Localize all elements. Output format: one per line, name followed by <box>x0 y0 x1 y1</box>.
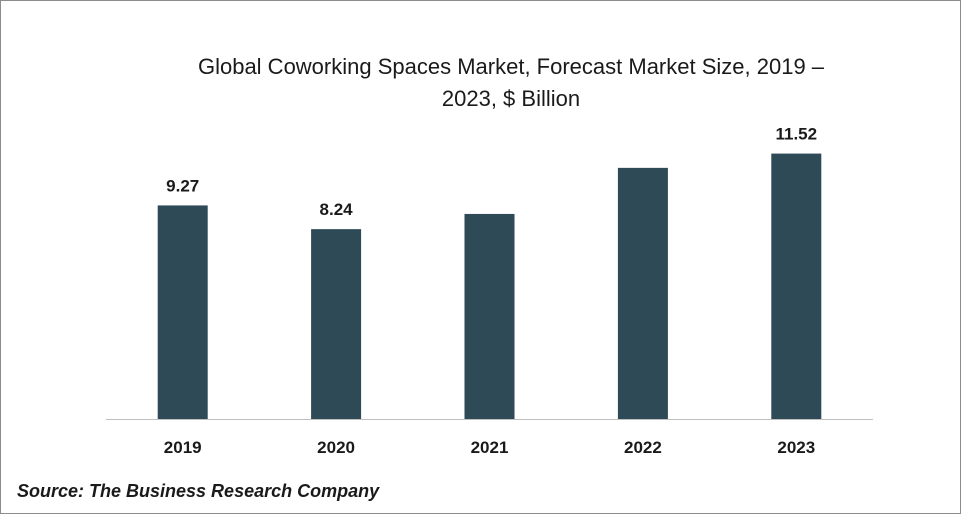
chart-title-line-2: 2023, $ Billion <box>441 86 581 111</box>
source-note: Source: The Business Research Company <box>17 481 380 501</box>
x-tick-label-2019: 2019 <box>164 438 202 457</box>
x-tick-label-2020: 2020 <box>317 438 355 457</box>
bar-2019 <box>157 205 208 419</box>
bar-2022 <box>617 167 668 419</box>
data-label-2019: 9.27 <box>166 176 199 195</box>
chart-title: Global Coworking Spaces Market, Forecast… <box>121 51 901 115</box>
bar-2020 <box>311 229 362 419</box>
data-label-2023: 11.52 <box>775 125 817 144</box>
x-tick-label-2023: 2023 <box>777 438 815 457</box>
x-tick-label-2022: 2022 <box>624 438 662 457</box>
data-label-2020: 8.24 <box>320 200 354 219</box>
bar-2023 <box>771 153 822 419</box>
x-tick-label-2021: 2021 <box>471 438 509 457</box>
bar-2021 <box>464 213 515 419</box>
chart-title-line-1: Global Coworking Spaces Market, Forecast… <box>197 54 825 79</box>
